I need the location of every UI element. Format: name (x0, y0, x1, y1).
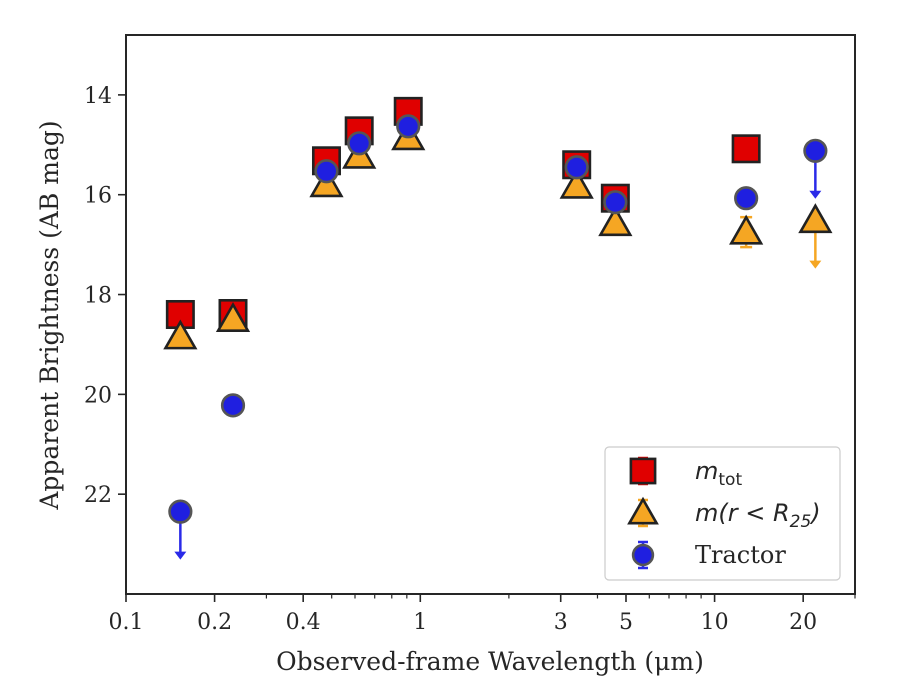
y-tick-label: 18 (84, 284, 112, 309)
upper-limit-head (809, 260, 822, 269)
legend-mtot-label: mtot (695, 457, 742, 490)
tractor-point (396, 114, 421, 139)
legend-box (604, 446, 841, 581)
tractor-point (168, 499, 193, 524)
y-tick-label: 14 (84, 84, 112, 109)
mr25-point (559, 168, 594, 199)
tractor-point (603, 190, 628, 215)
y-tick-label: 16 (84, 184, 112, 209)
tractor-point (220, 393, 246, 418)
legend-label-sub: 25 (790, 512, 812, 532)
upper-limit-head (174, 551, 187, 560)
legend-label-main: m(r < R (695, 499, 790, 527)
tractor-point (734, 186, 759, 211)
legend-mr25-marker (627, 496, 659, 525)
mtot-point (731, 134, 761, 164)
upper-limit-head (809, 190, 822, 199)
tractor-point (564, 155, 589, 180)
tractor-point (803, 138, 828, 163)
mr25-point (163, 319, 198, 350)
legend-label-main: m (695, 457, 718, 485)
y-tick-label: 20 (84, 383, 112, 408)
legend-label-sub: tot (718, 470, 742, 490)
mr25-point (215, 301, 251, 332)
tractor-point (314, 159, 339, 184)
axes: 0.1 0.2 0.4 1 3 5 10 20 14 16 18 20 22 (84, 34, 856, 635)
tractor-point (347, 131, 372, 156)
mr25-point (729, 214, 764, 245)
y-axis-label: Apparent Brightness (AB mag) (35, 120, 64, 510)
legend-tractor-label: Tractor (695, 541, 786, 569)
x-axis-label: Observed-frame Wavelength (μm) (276, 647, 704, 676)
x-tick-label: 20 (789, 610, 817, 635)
x-tick-label: 3 (554, 610, 568, 635)
legend-mtot-marker (629, 457, 657, 485)
mr25-point (598, 206, 633, 237)
legend-tractor-marker (631, 543, 655, 567)
legend: mtot m(r < R25) Tractor (604, 446, 841, 581)
legend-label-main: Tractor (695, 541, 786, 569)
y-tick-label: 22 (84, 483, 112, 508)
x-tick-label: 10 (701, 610, 729, 635)
x-tick-label: 5 (619, 610, 633, 635)
legend-label-tail: ) (809, 499, 820, 527)
x-tick-label: 0.4 (286, 610, 321, 635)
x-tick-label: 1 (413, 610, 427, 635)
plot-frame (125, 34, 856, 595)
x-tick-label: 0.1 (109, 610, 144, 635)
legend-mr25-label: m(r < R25) (695, 499, 821, 532)
x-tick-label: 0.2 (197, 610, 232, 635)
mr25-point (798, 203, 833, 234)
data-marks (163, 96, 833, 560)
